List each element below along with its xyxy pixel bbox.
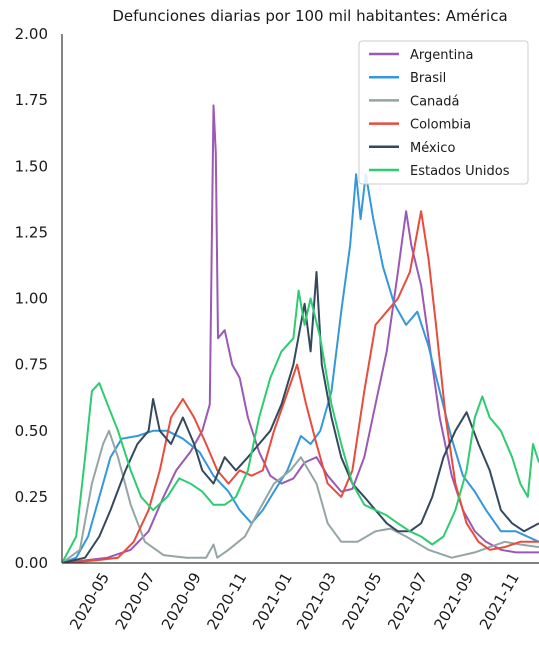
x-tick-label: 2020-09 bbox=[158, 569, 205, 632]
legend-label: México bbox=[410, 141, 455, 156]
series-line-brasil bbox=[62, 173, 539, 563]
y-tick-label: 1.25 bbox=[15, 223, 48, 241]
y-tick-label: 0.75 bbox=[15, 356, 48, 374]
x-tick-label: 2021-11 bbox=[476, 569, 523, 632]
y-tick-label: 2.00 bbox=[15, 25, 48, 43]
legend-label: Brasil bbox=[410, 71, 446, 86]
x-tick-label: 2021-03 bbox=[293, 569, 340, 632]
y-tick-label: 1.00 bbox=[15, 290, 48, 308]
y-tick-labels: 0.00 0.25 0.50 0.75 1.00 1.25 1.50 1.75 2.00 bbox=[15, 25, 48, 572]
y-tick-label: 0.50 bbox=[15, 422, 48, 440]
legend: Argentina Brasil Canadá Colombia México Estad… bbox=[358, 40, 529, 185]
x-tick-label: 2020-11 bbox=[203, 569, 250, 632]
x-tick-label: 2020-05 bbox=[66, 569, 113, 632]
series-line-argentina bbox=[62, 104, 539, 563]
series-line-m-xico bbox=[62, 271, 539, 563]
x-tick-label: 2020-07 bbox=[112, 569, 159, 632]
y-tick-label: 1.75 bbox=[15, 91, 48, 109]
legend-box bbox=[358, 40, 529, 185]
x-tick-label: 2021-01 bbox=[249, 569, 296, 632]
series-line-colombia bbox=[62, 210, 539, 563]
legend-label: Argentina bbox=[410, 48, 473, 63]
chart-title: Defunciones diarias por 100 mil habitant… bbox=[112, 7, 507, 25]
legend-label: Colombia bbox=[410, 118, 471, 133]
series-line-canad- bbox=[62, 429, 539, 563]
series-line-estados-unidos bbox=[62, 289, 539, 563]
x-tick-label: 2021-07 bbox=[384, 569, 431, 632]
x-tick-label: 2021-05 bbox=[339, 569, 386, 632]
legend-label: Estados Unidos bbox=[410, 164, 510, 179]
y-tick-label: 0.00 bbox=[15, 554, 48, 572]
y-tick-label: 0.25 bbox=[15, 488, 48, 506]
x-tick-label: 2021-09 bbox=[430, 569, 477, 632]
plot-area bbox=[62, 104, 539, 563]
y-tick-label: 1.50 bbox=[15, 157, 48, 175]
legend-label: Canadá bbox=[410, 94, 459, 109]
